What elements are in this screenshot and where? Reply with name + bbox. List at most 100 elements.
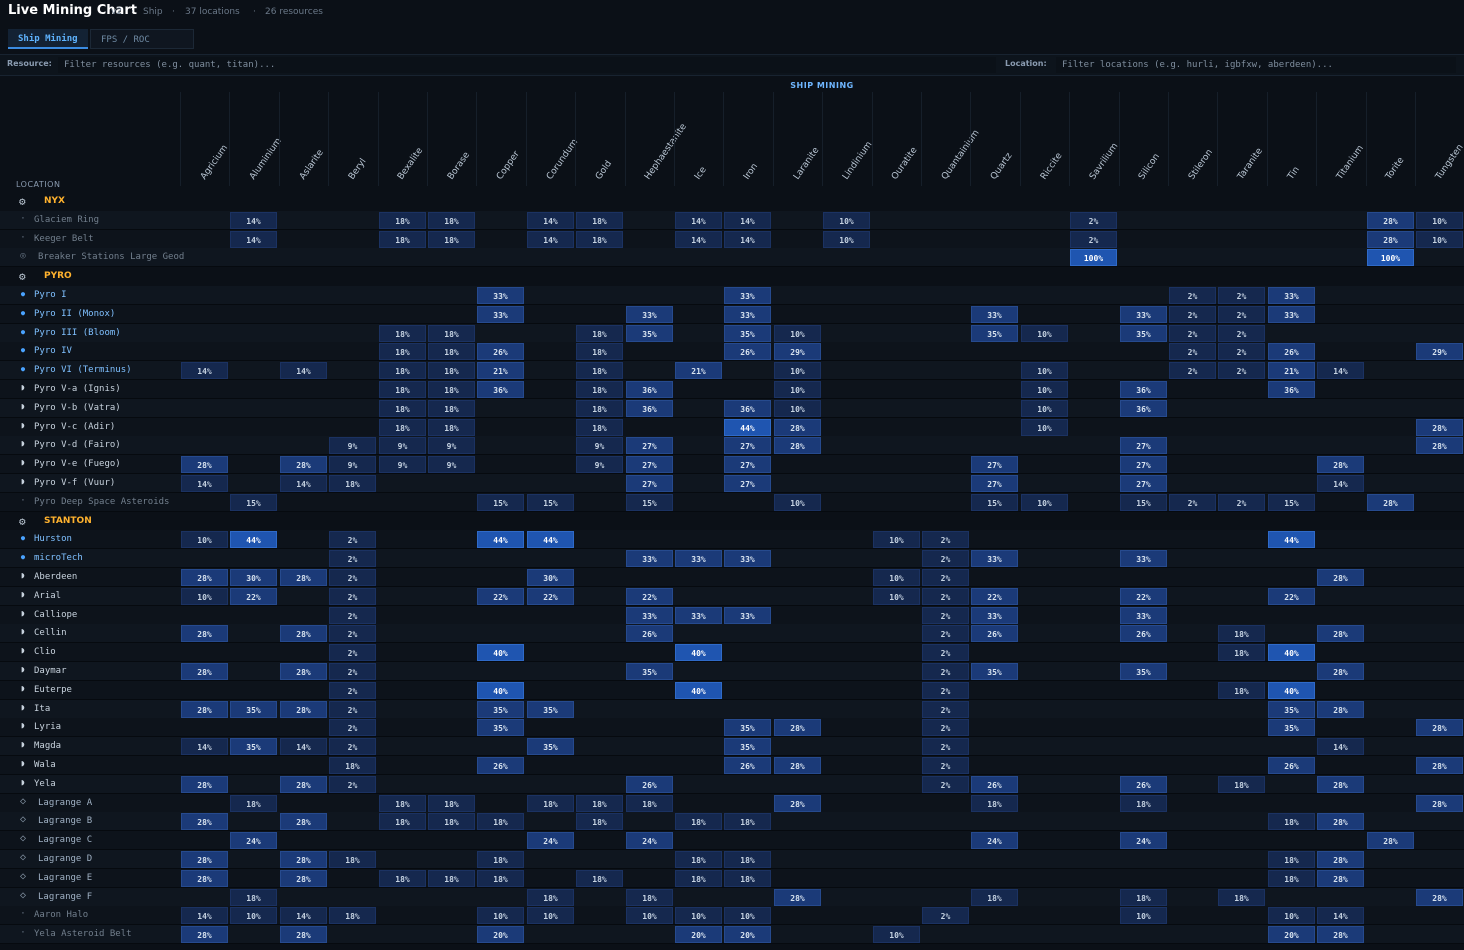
resource-percentage-cell[interactable]: 24% bbox=[971, 832, 1018, 849]
resource-percentage-cell[interactable]: 9% bbox=[428, 437, 475, 454]
resource-percentage-cell[interactable]: 35% bbox=[724, 719, 771, 736]
resource-percentage-cell[interactable]: 28% bbox=[774, 719, 821, 736]
resource-percentage-cell[interactable]: 20% bbox=[724, 926, 771, 943]
resource-percentage-cell[interactable]: 33% bbox=[1268, 287, 1315, 304]
resource-percentage-cell[interactable]: 18% bbox=[428, 362, 475, 379]
resource-percentage-cell[interactable]: 15% bbox=[477, 494, 524, 511]
resource-percentage-cell[interactable]: 2% bbox=[922, 701, 969, 718]
table-row[interactable]: ● Hurston 10% 44% 2% 44% 44% 10% 2% 44% bbox=[0, 530, 1464, 549]
resource-percentage-cell[interactable]: 35% bbox=[1120, 325, 1167, 342]
resource-percentage-cell[interactable]: 40% bbox=[675, 682, 722, 699]
resource-percentage-cell[interactable]: 33% bbox=[724, 287, 771, 304]
resource-percentage-cell[interactable]: 9% bbox=[576, 456, 623, 473]
resource-percentage-cell[interactable]: 15% bbox=[230, 494, 277, 511]
resource-percentage-cell[interactable]: 22% bbox=[1120, 588, 1167, 605]
resource-percentage-cell[interactable]: 24% bbox=[626, 832, 673, 849]
table-row[interactable]: ◇ Lagrange E 28% 28% 18% 18% 18% 18% 18% 18% 18% 28… bbox=[0, 869, 1464, 888]
table-row[interactable]: ◗ Magda 14% 35% 14% 2% 35% 35% 2% 14% bbox=[0, 737, 1464, 756]
table-row[interactable]: ◇ Lagrange F 18% 18% 18% 28% 18% 18% 18% 28% bbox=[0, 888, 1464, 907]
resource-percentage-cell[interactable]: 18% bbox=[724, 813, 771, 830]
resource-percentage-cell[interactable]: 28% bbox=[1416, 437, 1463, 454]
resource-percentage-cell[interactable]: 40% bbox=[477, 644, 524, 661]
resource-percentage-cell[interactable]: 2% bbox=[1169, 306, 1216, 323]
resource-percentage-cell[interactable]: 2% bbox=[922, 907, 969, 924]
table-row[interactable]: ◗ Aberdeen 28% 30% 28% 2% 30% 10% 2% 28% bbox=[0, 568, 1464, 587]
resource-percentage-cell[interactable]: 2% bbox=[922, 682, 969, 699]
resource-percentage-cell[interactable]: 27% bbox=[724, 456, 771, 473]
resource-percentage-cell[interactable]: 2% bbox=[329, 663, 376, 680]
resource-percentage-cell[interactable]: 14% bbox=[1317, 907, 1364, 924]
resource-percentage-cell[interactable]: 100% bbox=[1367, 249, 1414, 266]
table-row[interactable]: ● Pyro II (Monox) 33% 33% 33% 33% 33% 2% 2% 33% bbox=[0, 305, 1464, 324]
resource-percentage-cell[interactable]: 14% bbox=[181, 475, 228, 492]
resource-percentage-cell[interactable]: 15% bbox=[527, 494, 574, 511]
resource-percentage-cell[interactable]: 24% bbox=[1120, 832, 1167, 849]
resource-percentage-cell[interactable]: 22% bbox=[971, 588, 1018, 605]
resource-percentage-cell[interactable]: 33% bbox=[724, 550, 771, 567]
resource-percentage-cell[interactable]: 10% bbox=[1021, 494, 1068, 511]
resource-percentage-cell[interactable]: 2% bbox=[329, 550, 376, 567]
resource-percentage-cell[interactable]: 33% bbox=[1120, 607, 1167, 624]
resource-percentage-cell[interactable]: 28% bbox=[1416, 889, 1463, 906]
resource-percentage-cell[interactable]: 10% bbox=[1021, 419, 1068, 436]
resource-percentage-cell[interactable]: 18% bbox=[1268, 851, 1315, 868]
table-row[interactable]: ◗ Ita 28% 35% 28% 2% 35% 35% 2% 35% 28% bbox=[0, 700, 1464, 719]
resource-percentage-cell[interactable]: 2% bbox=[1169, 494, 1216, 511]
resource-percentage-cell[interactable]: 22% bbox=[477, 588, 524, 605]
resource-percentage-cell[interactable]: 28% bbox=[1317, 776, 1364, 793]
resource-percentage-cell[interactable]: 33% bbox=[477, 287, 524, 304]
resource-percentage-cell[interactable]: 14% bbox=[527, 212, 574, 229]
resource-percentage-cell[interactable]: 28% bbox=[280, 851, 327, 868]
resource-percentage-cell[interactable]: 2% bbox=[922, 663, 969, 680]
resource-percentage-cell[interactable]: 10% bbox=[626, 907, 673, 924]
resource-percentage-cell[interactable]: 18% bbox=[626, 795, 673, 812]
resource-percentage-cell[interactable]: 35% bbox=[971, 663, 1018, 680]
resource-percentage-cell[interactable]: 14% bbox=[230, 231, 277, 248]
resource-percentage-cell[interactable]: 28% bbox=[1317, 663, 1364, 680]
resource-percentage-cell[interactable]: 18% bbox=[428, 795, 475, 812]
resource-percentage-cell[interactable]: 22% bbox=[230, 588, 277, 605]
resource-percentage-cell[interactable]: 18% bbox=[724, 851, 771, 868]
resource-percentage-cell[interactable]: 36% bbox=[724, 400, 771, 417]
table-row[interactable]: ◇ Lagrange B 28% 28% 18% 18% 18% 18% 18% 18% 18% 28… bbox=[0, 812, 1464, 831]
resource-percentage-cell[interactable]: 22% bbox=[626, 588, 673, 605]
resource-percentage-cell[interactable]: 18% bbox=[428, 343, 475, 360]
resource-percentage-cell[interactable]: 14% bbox=[181, 362, 228, 379]
resource-percentage-cell[interactable]: 10% bbox=[774, 325, 821, 342]
resource-percentage-cell[interactable]: 24% bbox=[527, 832, 574, 849]
resource-percentage-cell[interactable]: 18% bbox=[428, 212, 475, 229]
resource-percentage-cell[interactable]: 10% bbox=[1021, 362, 1068, 379]
resource-percentage-cell[interactable]: 36% bbox=[626, 400, 673, 417]
resource-percentage-cell[interactable]: 44% bbox=[1268, 531, 1315, 548]
resource-percentage-cell[interactable]: 18% bbox=[576, 325, 623, 342]
resource-percentage-cell[interactable]: 2% bbox=[1218, 306, 1265, 323]
resource-percentage-cell[interactable]: 18% bbox=[230, 889, 277, 906]
resource-percentage-cell[interactable]: 18% bbox=[576, 795, 623, 812]
table-row[interactable]: ● Pyro VI (Terminus) 14% 14% 18% 18% 21% 18% 21%… bbox=[0, 361, 1464, 380]
resource-percentage-cell[interactable]: 14% bbox=[724, 231, 771, 248]
resource-percentage-cell[interactable]: 36% bbox=[626, 381, 673, 398]
resource-percentage-cell[interactable]: 2% bbox=[922, 719, 969, 736]
table-row[interactable]: ◇ Lagrange A 18% 18% 18% 18% 18% 18% 28% 18% 18% 28… bbox=[0, 794, 1464, 813]
resource-percentage-cell[interactable]: 14% bbox=[280, 362, 327, 379]
resource-percentage-cell[interactable]: 10% bbox=[1021, 381, 1068, 398]
resource-percentage-cell[interactable]: 27% bbox=[971, 456, 1018, 473]
resource-percentage-cell[interactable]: 26% bbox=[724, 757, 771, 774]
resource-percentage-cell[interactable]: 28% bbox=[774, 419, 821, 436]
resource-percentage-cell[interactable]: 2% bbox=[922, 738, 969, 755]
resource-percentage-cell[interactable]: 22% bbox=[1268, 588, 1315, 605]
resource-percentage-cell[interactable]: 9% bbox=[379, 456, 426, 473]
resource-percentage-cell[interactable]: 18% bbox=[428, 381, 475, 398]
table-row[interactable]: ◗ Pyro V-f (Vuur) 14% 14% 18% 27% 27% 27% 27% 14% bbox=[0, 474, 1464, 493]
table-row[interactable]: · Keeger Belt 14% 18% 18% 14% 18% 14% 14% 10% 2% 28… bbox=[0, 230, 1464, 249]
resource-percentage-cell[interactable]: 18% bbox=[379, 870, 426, 887]
resource-percentage-cell[interactable]: 27% bbox=[626, 456, 673, 473]
resource-percentage-cell[interactable]: 10% bbox=[1120, 907, 1167, 924]
resource-percentage-cell[interactable]: 2% bbox=[1169, 343, 1216, 360]
table-row[interactable]: ◗ Pyro V-d (Fairo) 9% 9% 9% 9% 27% 27% 28% 27% 28% bbox=[0, 436, 1464, 455]
resource-percentage-cell[interactable]: 20% bbox=[675, 926, 722, 943]
resource-percentage-cell[interactable]: 2% bbox=[1218, 343, 1265, 360]
resource-percentage-cell[interactable]: 28% bbox=[1416, 419, 1463, 436]
resource-percentage-cell[interactable]: 28% bbox=[1317, 813, 1364, 830]
resource-percentage-cell[interactable]: 14% bbox=[675, 231, 722, 248]
